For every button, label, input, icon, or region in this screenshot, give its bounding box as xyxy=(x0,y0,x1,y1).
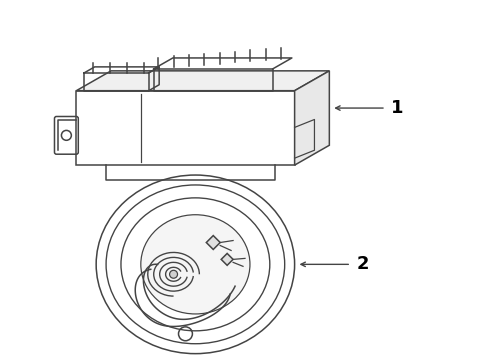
Polygon shape xyxy=(76,71,329,91)
Ellipse shape xyxy=(141,215,250,314)
Text: 2: 2 xyxy=(356,255,368,273)
Text: 1: 1 xyxy=(391,99,403,117)
Circle shape xyxy=(170,270,177,278)
Polygon shape xyxy=(294,71,329,165)
Polygon shape xyxy=(221,253,233,265)
Polygon shape xyxy=(206,235,220,249)
